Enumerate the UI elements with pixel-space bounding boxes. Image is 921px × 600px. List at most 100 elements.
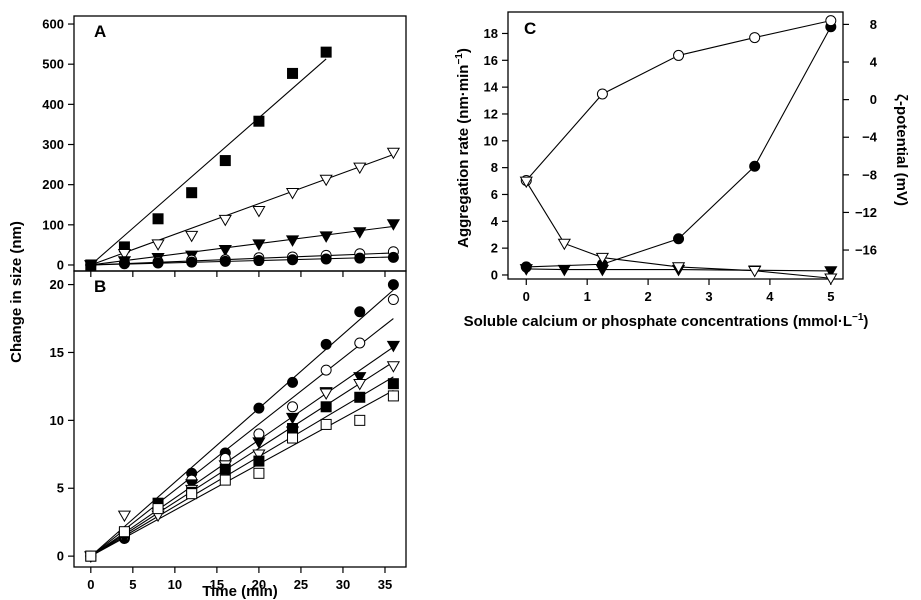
panel-a-point-filled-triangle-down	[386, 219, 401, 231]
panel-b-label: B	[94, 277, 106, 296]
panel-b-point-open-square	[354, 414, 366, 426]
panel-c-point-open-triangle-down	[671, 262, 686, 274]
panel-b-y-tick-label: 15	[50, 345, 64, 360]
panel-c-point-open-circle	[596, 88, 608, 100]
panel-b-point-filled-circle	[320, 338, 332, 350]
panel-c-right-y-tick-label: −16	[855, 243, 877, 258]
panel-a-point-filled-square	[186, 187, 198, 199]
panel-b-point-open-square	[118, 526, 130, 538]
panel-b-fit-line-filled-triangle-down	[90, 346, 394, 557]
panel-c-series-line-open-circle	[525, 20, 831, 181]
panel-c-plot-area	[519, 15, 838, 286]
panel-a-point-filled-triangle-down	[285, 235, 300, 247]
panel-b-point-filled-triangle-down	[353, 372, 367, 384]
panel-b-point-open-square	[320, 418, 332, 430]
panel-a-point-open-triangle-down	[218, 214, 232, 227]
panel-b-point-open-square	[219, 474, 231, 486]
panel-b-point-open-circle	[354, 337, 366, 349]
panel-b-point-open-square	[253, 467, 265, 479]
panel-a-point-open-triangle-down	[285, 187, 300, 200]
panel-c-left-y-tick-label: 18	[484, 26, 498, 41]
panel-a-point-filled-circle	[387, 251, 399, 263]
panel-c-left-axis-title: Aggregation rate (nm·min−1)	[454, 48, 472, 248]
panel-b-point-filled-square	[387, 378, 399, 390]
panel-a-fit-line-filled-circle	[90, 256, 394, 266]
panel-b-point-open-square	[387, 390, 399, 402]
panel-a-point-filled-circle	[152, 257, 164, 269]
panel-a-point-open-triangle-down	[353, 162, 367, 175]
panel-b-x-tick-label: 0	[87, 577, 94, 592]
panel-a-point-open-triangle-down	[117, 248, 132, 261]
panel-b-fit-line-open-circle	[90, 318, 394, 557]
panel-a-point-open-triangle-down	[185, 230, 199, 243]
panel-c-point-open-triangle-down	[595, 252, 610, 265]
panel-a-point-filled-triangle-down	[218, 244, 232, 257]
panel-a-point-filled-triangle-down	[252, 239, 266, 251]
panel-b-point-filled-circle	[287, 376, 299, 388]
panel-b-point-filled-triangle-down	[252, 437, 266, 449]
panel-b-point-filled-square	[219, 463, 231, 475]
panel-c-left-y-tick-label: 16	[484, 53, 498, 68]
panel-a-y-tick-label: 600	[42, 17, 64, 32]
panel-c-series-line-filled-triangle-down	[526, 268, 831, 272]
panel-b-fit-line-open-square	[90, 390, 394, 557]
panel-c-left-y-tick-label: 2	[491, 241, 498, 256]
panel-b-y-tick-label: 20	[50, 277, 64, 292]
panel-c-point-open-circle	[749, 32, 761, 44]
panel-a-point-filled-circle	[85, 259, 97, 271]
panel-c-series-line-filled-circle	[526, 26, 832, 268]
panel-b-y-tick-label: 10	[50, 413, 64, 428]
panel-a-point-open-triangle-down	[319, 174, 333, 187]
panel-a-point-open-triangle-down	[386, 147, 401, 160]
panel-c-left-y-tick-label: 6	[491, 187, 498, 202]
panel-c-point-open-triangle-down	[824, 273, 838, 286]
panel-a-point-filled-triangle-down	[353, 227, 367, 239]
panel-b-fit-line-filled-square	[90, 376, 394, 557]
panel-c-left-y-tick-label: 4	[491, 214, 499, 229]
panel-c-point-open-circle	[825, 15, 837, 27]
panel-a-plot-area	[84, 46, 401, 272]
panel-b-frame	[73, 270, 407, 568]
panel-a-fit-line-open-circle	[90, 252, 394, 266]
panel-a-point-filled-circle	[354, 252, 366, 264]
panel-a-point-filled-circle	[186, 256, 198, 268]
panel-a-frame	[73, 15, 407, 272]
panel-b-point-filled-circle	[253, 402, 265, 414]
panel-b-x-tick-label: 15	[210, 577, 224, 592]
panel-a-y-tick-label: 300	[42, 137, 64, 152]
panel-c-right-y-tick-label: 8	[870, 17, 877, 32]
panel-c-point-open-triangle-down	[519, 176, 533, 189]
panel-a-point-filled-square	[152, 213, 164, 225]
panel-c-point-filled-triangle-down	[824, 266, 838, 278]
panel-b-point-filled-triangle-down	[386, 340, 401, 353]
panel-b-point-filled-square	[354, 391, 366, 403]
panel-a-y-tick-label: 0	[57, 257, 64, 272]
panel-b-point-open-triangle-down	[353, 378, 367, 391]
panel-a-point-open-triangle-down	[151, 239, 165, 251]
panel-b-point-filled-circle	[354, 306, 366, 318]
panel-a-y-tick-label: 400	[42, 97, 64, 112]
panel-a: 0 100 200 300 400 500 600 A	[42, 15, 407, 277]
panel-a-point-filled-square	[219, 155, 231, 167]
panel-b-point-filled-circle	[387, 279, 399, 291]
panel-c-x-tick-label: 0	[523, 289, 530, 304]
panel-c-right-y-tick-label: −4	[862, 130, 878, 145]
panel-b-point-open-circle	[287, 401, 299, 413]
panel-b-point-open-square	[152, 503, 164, 515]
panel-c-right-y-tick-label: −8	[862, 167, 877, 182]
panel-b-x-tick-label: 30	[336, 577, 350, 592]
panel-b-point-open-square	[85, 550, 97, 562]
shared-x-axis-title: Time (min)	[202, 583, 278, 600]
panel-a-point-filled-circle	[219, 255, 231, 267]
panel-a-point-open-triangle-down	[252, 206, 266, 218]
panel-c-right-axis-title: ζ-potential (mV)	[893, 94, 910, 206]
panel-a-point-filled-triangle-down	[319, 231, 333, 243]
panel-a-fit-line-filled-square	[90, 58, 327, 266]
panel-b-point-open-circle	[320, 364, 332, 376]
panel-c-series-line-open-triangle-down	[525, 181, 831, 279]
panel-b-point-open-square	[186, 488, 198, 500]
panel-a-axes: 0 100 200 300 400 500 600	[42, 17, 386, 277]
panel-c-x-axis-title: Soluble calcium or phosphate concentrati…	[464, 312, 869, 330]
panel-c-left-y-tick-label: 8	[491, 160, 498, 175]
